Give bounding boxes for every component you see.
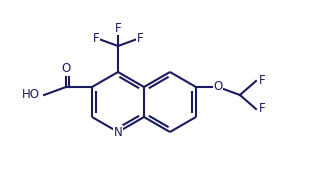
Text: N: N: [114, 125, 122, 139]
Text: O: O: [213, 80, 222, 93]
Text: F: F: [93, 32, 99, 45]
Text: F: F: [259, 102, 265, 115]
Text: F: F: [259, 74, 265, 87]
Text: F: F: [115, 21, 121, 34]
Text: F: F: [137, 32, 143, 45]
Text: HO: HO: [22, 89, 40, 102]
Text: O: O: [61, 62, 71, 76]
